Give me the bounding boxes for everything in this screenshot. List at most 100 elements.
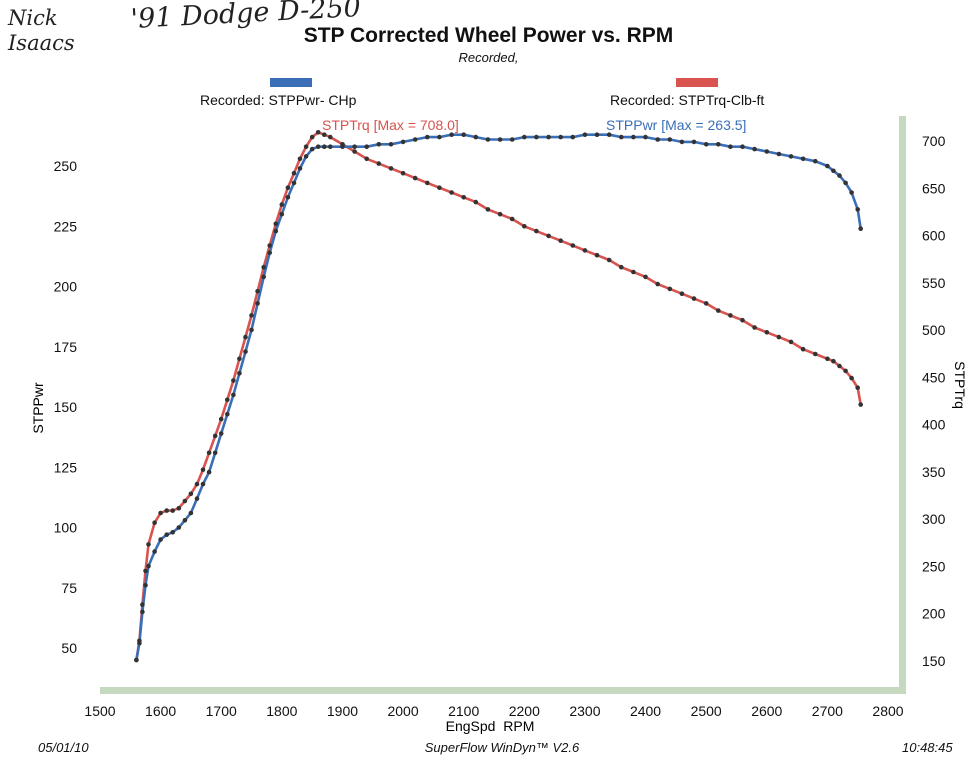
power-point-9 <box>176 525 182 530</box>
torque-point-34 <box>328 134 333 140</box>
power-point-27 <box>285 195 291 200</box>
power-point-65 <box>703 142 709 147</box>
torque-point-8 <box>170 508 175 513</box>
x-tick-label-6: 2100 <box>448 703 479 719</box>
torque-point-51 <box>534 228 539 234</box>
torque-point-22 <box>255 289 260 294</box>
power-point-55 <box>582 132 588 137</box>
torque-point-25 <box>273 221 279 227</box>
author-annotation: Nick Isaacs <box>8 6 75 55</box>
power-point-40 <box>400 139 406 145</box>
power-point-23 <box>261 274 267 280</box>
torque-point-11 <box>188 491 194 497</box>
x-axis-label: EngSpd RPM <box>446 718 535 734</box>
power-point-73 <box>800 156 806 162</box>
torque-point-81 <box>858 402 863 407</box>
torque-series-line <box>135 131 862 661</box>
power-point-20 <box>243 349 248 354</box>
power-point-17 <box>225 411 230 417</box>
y-right-tick-label-6: 450 <box>922 369 946 385</box>
torque-point-38 <box>376 161 382 166</box>
power-point-12 <box>194 496 200 501</box>
y-right-tick-label-0: 150 <box>922 653 946 669</box>
torque-point-23 <box>261 264 267 270</box>
torque-point-18 <box>231 378 236 383</box>
power-point-81 <box>858 226 863 231</box>
torque-point-67 <box>728 313 733 318</box>
power-point-26 <box>279 211 285 217</box>
power-point-66 <box>716 142 721 147</box>
torque-point-28 <box>291 170 297 176</box>
power-point-68 <box>740 144 745 149</box>
y-right-tick-label-8: 550 <box>922 275 946 291</box>
power-point-48 <box>497 137 503 142</box>
right-axis-bar <box>899 116 906 694</box>
torque-point-41 <box>412 175 418 181</box>
y-right-tick-label-5: 400 <box>922 417 946 433</box>
torque-point-68 <box>740 317 745 323</box>
power-point-59 <box>631 134 636 140</box>
torque-point-48 <box>497 211 503 217</box>
y-left-tick-label-6: 200 <box>54 279 78 295</box>
torque-point-47 <box>485 207 491 212</box>
torque-point-64 <box>691 296 697 301</box>
torque-point-74 <box>813 351 818 357</box>
torque-point-50 <box>522 224 527 229</box>
power-point-32 <box>315 144 321 149</box>
torque-point-4 <box>146 542 151 547</box>
power-point-60 <box>643 134 648 140</box>
legend-label-power: Recorded: STPPwr- CHp <box>200 92 357 108</box>
torque-point-31 <box>309 134 315 140</box>
power-point-0 <box>134 657 139 663</box>
torque-point-72 <box>788 339 794 345</box>
x-tick-label-5: 2000 <box>387 703 418 719</box>
power-point-62 <box>667 137 673 142</box>
x-tick-label-2: 1700 <box>206 703 237 719</box>
power-point-37 <box>364 144 370 149</box>
power-point-72 <box>788 154 794 159</box>
power-point-25 <box>273 228 279 234</box>
torque-point-69 <box>752 325 757 330</box>
y-right-tick-label-11: 700 <box>922 133 946 149</box>
power-point-53 <box>558 134 563 140</box>
power-point-41 <box>412 137 418 142</box>
power-point-63 <box>679 139 685 145</box>
torque-point-52 <box>546 233 551 239</box>
torque-point-61 <box>655 281 660 287</box>
power-point-21 <box>249 327 254 333</box>
torque-point-15 <box>212 433 218 439</box>
power-point-47 <box>485 137 491 142</box>
torque-point-37 <box>364 156 370 162</box>
power-point-38 <box>376 142 382 147</box>
y-left-tick-label-2: 100 <box>54 520 78 536</box>
footer-software: SuperFlow WinDyn™ V2.6 <box>424 740 580 755</box>
power-point-15 <box>212 450 218 456</box>
torque-point-39 <box>388 166 394 171</box>
legend-swatch-torque <box>676 78 718 87</box>
power-point-14 <box>206 469 212 475</box>
power-point-78 <box>843 180 848 186</box>
torque-point-78 <box>843 368 848 374</box>
y-left-tick-label-4: 150 <box>54 399 78 415</box>
y-left-tick-label-1: 75 <box>61 580 77 596</box>
y-right-tick-label-3: 300 <box>922 511 946 527</box>
torque-point-77 <box>837 363 842 369</box>
torque-point-33 <box>322 132 327 137</box>
power-point-6 <box>158 537 163 542</box>
y-left-tick-label-8: 250 <box>54 158 78 174</box>
torque-point-58 <box>619 264 624 270</box>
torque-point-36 <box>352 149 357 154</box>
torque-point-65 <box>703 301 709 306</box>
torque-point-55 <box>582 248 588 253</box>
x-tick-label-10: 2500 <box>691 703 722 719</box>
x-tick-label-3: 1800 <box>266 703 297 719</box>
power-point-50 <box>522 134 527 140</box>
power-point-75 <box>825 163 830 169</box>
legend-label-torque: Recorded: STPTrq-Clb-ft <box>610 92 765 108</box>
power-point-77 <box>837 173 842 178</box>
torque-point-5 <box>152 520 157 525</box>
torque-point-66 <box>716 308 721 313</box>
power-point-76 <box>831 168 836 174</box>
power-point-22 <box>255 301 260 306</box>
power-point-70 <box>764 149 770 154</box>
